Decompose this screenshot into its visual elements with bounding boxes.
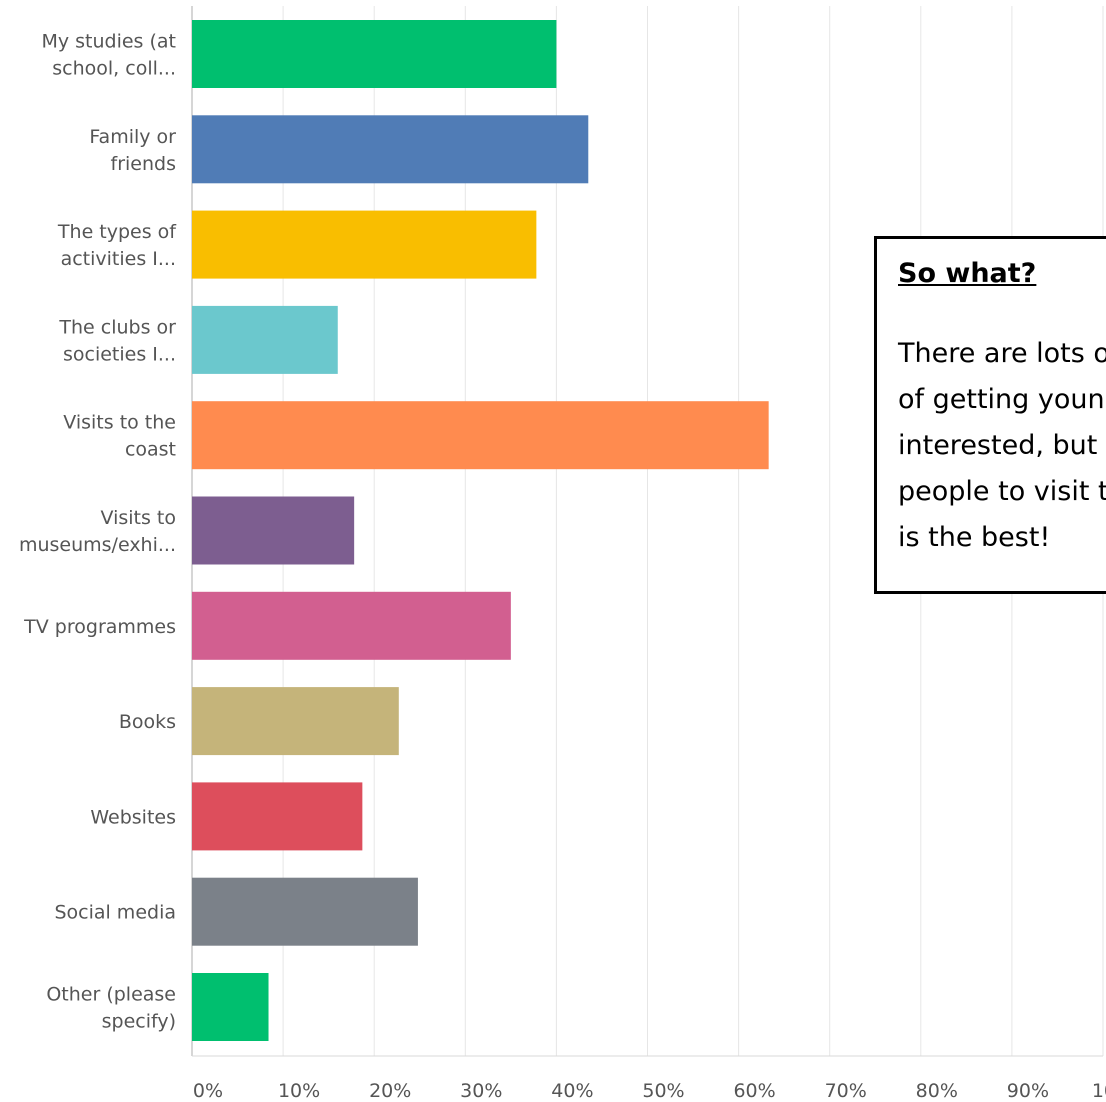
callout-heading: So what? [898,258,1037,289]
category-label: My studies (at school, coll... [41,31,176,80]
x-tick-label: 60% [733,1080,775,1102]
x-tick-label: 100% [1092,1080,1106,1102]
category-label: Visits to the coast [63,412,176,461]
x-tick-labels: 0% 10% 20% 30% 40% 50% 60% 70% 80% 90% 100% [193,1080,1106,1102]
category-label: TV programmes [23,616,176,638]
category-label: Social media [54,902,176,924]
category-label: Family or friends [89,126,176,175]
so-what-callout-box: So what? There are lots of ways of getti… [874,236,1106,594]
x-tick-label: 10% [278,1080,320,1102]
x-tick-label: 0% [193,1080,223,1102]
x-tick-label: 40% [551,1080,593,1102]
bar [192,210,537,279]
category-label: The clubs or societies I... [58,316,176,365]
callout-body-text: There are lots of ways of getting young … [898,338,1106,553]
x-tick-label: 20% [369,1080,411,1102]
bar [192,401,769,470]
x-tick-label: 70% [825,1080,867,1102]
category-labels: My studies (at school, coll... Family or fr… [19,31,177,1033]
x-tick-label: 50% [642,1080,684,1102]
category-label: The types of activities I... [57,221,177,270]
category-label: Visits to museums/exhi... [19,507,176,556]
bar [192,20,557,88]
bar [192,782,363,851]
x-tick-label: 80% [916,1080,958,1102]
bar [192,877,418,946]
x-tick-label: 30% [460,1080,502,1102]
category-label: Books [119,711,176,733]
category-label: Websites [90,806,176,828]
bar [192,687,399,756]
bar [192,591,511,660]
bars [192,20,769,1041]
category-label: Other (please specify) [46,984,176,1033]
bar [192,973,269,1041]
bar [192,496,355,565]
x-tick-label: 90% [1007,1080,1049,1102]
bar [192,305,338,374]
bar [192,115,589,184]
